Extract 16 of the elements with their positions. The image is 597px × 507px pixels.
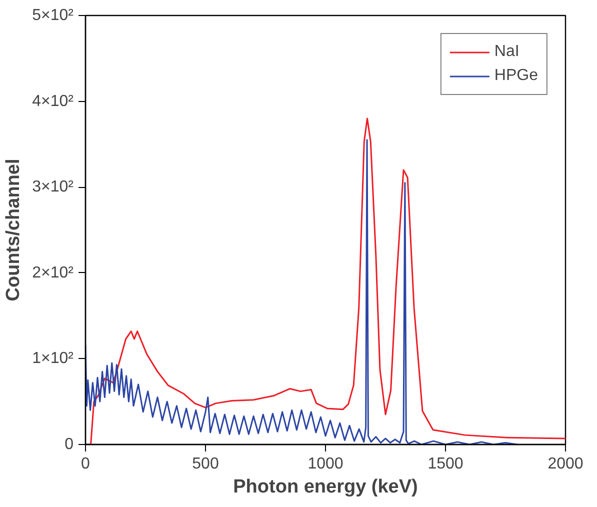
- line-series: [86, 139, 518, 444]
- y-tick-label: 3×10²: [32, 178, 74, 196]
- y-tick-label: 4×10²: [32, 92, 74, 110]
- legend-label: HPGe: [494, 67, 538, 85]
- x-axis-title: Photon energy (keV): [233, 476, 418, 498]
- x-tick-label: 0: [81, 456, 90, 472]
- x-tick-label: 1500: [428, 456, 464, 472]
- y-tick-label: 5×10²: [32, 7, 74, 24]
- y-tick-label: 2×10²: [32, 264, 74, 282]
- x-tick-label: 1000: [308, 456, 344, 472]
- x-tick-label: 500: [192, 456, 219, 472]
- y-axis-title: Counts/channel: [3, 158, 24, 302]
- y-tick-label: 1×10²: [32, 350, 74, 368]
- y-tick-label: 0: [64, 436, 74, 453]
- x-tick-label: 2000: [548, 456, 584, 472]
- legend-label: NaI: [494, 43, 520, 61]
